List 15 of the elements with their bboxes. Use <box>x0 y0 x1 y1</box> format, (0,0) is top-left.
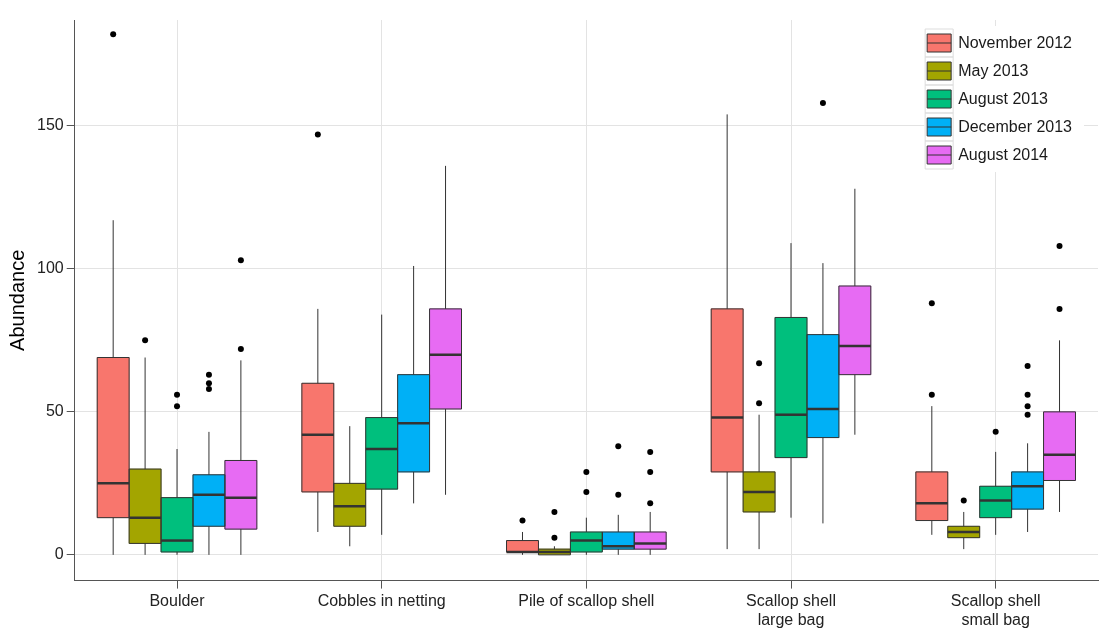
x-tick-label: Cobbles in netting <box>317 591 446 609</box>
y-axis-title: Abundance <box>5 249 28 351</box>
legend-label: December 2013 <box>958 118 1073 136</box>
x-tick-label: Pile of scallop shell <box>518 591 655 609</box>
x-tick-label: Scallop shell large bag <box>746 591 836 628</box>
legend-label: August 2013 <box>958 90 1049 108</box>
legend-label: November 2012 <box>958 34 1073 52</box>
y-tick-label: 0 <box>54 545 64 563</box>
y-tick-label: 150 <box>36 116 64 134</box>
y-tick-label: 50 <box>45 402 64 420</box>
legend-label: August 2014 <box>958 146 1049 164</box>
x-tick-label: Scallop shell small bag <box>950 591 1041 628</box>
legend-label: May 2013 <box>958 62 1029 80</box>
y-tick-label: 100 <box>36 259 64 277</box>
x-tick-label: Boulder <box>149 591 206 609</box>
